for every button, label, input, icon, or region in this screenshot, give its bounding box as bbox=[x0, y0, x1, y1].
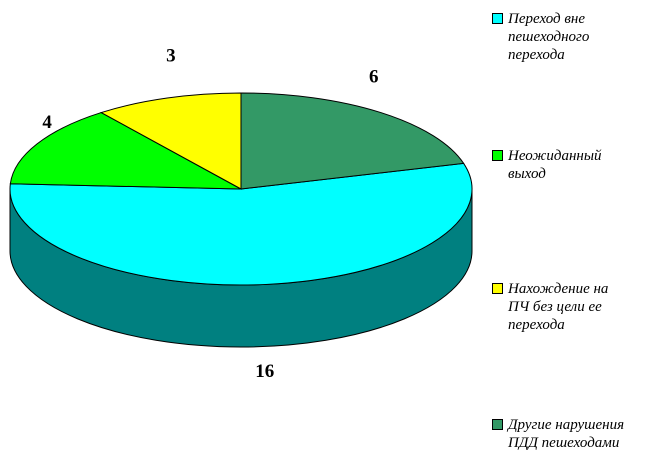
data-label: 4 bbox=[42, 112, 52, 133]
legend-label: Нахождение на ПЧ без цели ее перехода bbox=[508, 281, 609, 333]
legend-item: Другие нарушения ПДД пешеходами bbox=[492, 416, 662, 452]
legend-swatch bbox=[492, 13, 503, 24]
data-label: 16 bbox=[255, 361, 274, 382]
legend-swatch bbox=[492, 419, 503, 430]
legend-item: Переход вне пешеходного перехода bbox=[492, 10, 662, 64]
pie-slice bbox=[9, 162, 473, 286]
data-label: 6 bbox=[369, 67, 379, 88]
legend-item: Нахождение на ПЧ без цели ее перехода bbox=[492, 280, 662, 334]
legend-label: Другие нарушения ПДД пешеходами bbox=[508, 417, 625, 451]
data-label: 3 bbox=[166, 45, 176, 66]
pie-slice bbox=[99, 92, 242, 190]
legend-swatch bbox=[492, 150, 503, 161]
legend-label: Переход вне пешеходного перехода bbox=[508, 11, 590, 63]
pie-slice bbox=[240, 92, 465, 190]
legend-swatch bbox=[492, 283, 503, 294]
pie-slice bbox=[9, 112, 242, 190]
legend-item: Неожиданный выход bbox=[492, 147, 662, 183]
legend-label: Неожиданный выход bbox=[508, 148, 602, 182]
